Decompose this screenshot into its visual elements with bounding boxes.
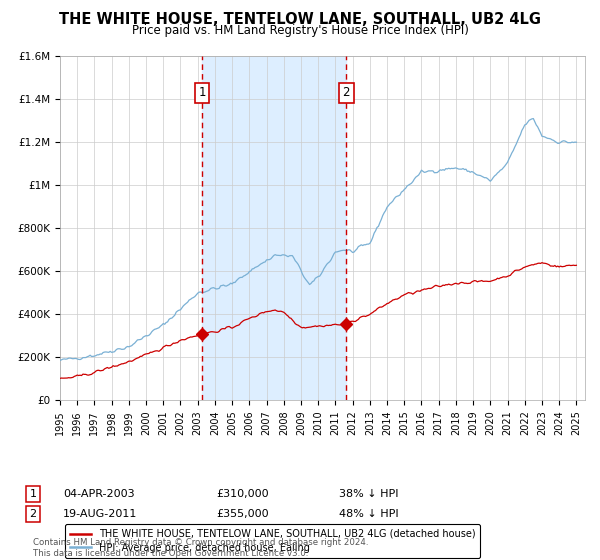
Text: THE WHITE HOUSE, TENTELOW LANE, SOUTHALL, UB2 4LG: THE WHITE HOUSE, TENTELOW LANE, SOUTHALL…	[59, 12, 541, 27]
Legend: THE WHITE HOUSE, TENTELOW LANE, SOUTHALL, UB2 4LG (detached house), HPI: Average: THE WHITE HOUSE, TENTELOW LANE, SOUTHALL…	[65, 524, 481, 558]
Text: Contains HM Land Registry data © Crown copyright and database right 2024.
This d: Contains HM Land Registry data © Crown c…	[33, 538, 368, 558]
Text: 38% ↓ HPI: 38% ↓ HPI	[339, 489, 398, 499]
Text: £355,000: £355,000	[216, 509, 269, 519]
Text: 2: 2	[29, 509, 37, 519]
Text: 2: 2	[343, 86, 350, 99]
Text: £310,000: £310,000	[216, 489, 269, 499]
Text: Price paid vs. HM Land Registry's House Price Index (HPI): Price paid vs. HM Land Registry's House …	[131, 24, 469, 37]
Bar	[202, 56, 346, 400]
Text: 48% ↓ HPI: 48% ↓ HPI	[339, 509, 398, 519]
Text: 19-AUG-2011: 19-AUG-2011	[63, 509, 137, 519]
Text: 1: 1	[29, 489, 37, 499]
Text: 1: 1	[198, 86, 206, 99]
Text: 04-APR-2003: 04-APR-2003	[63, 489, 134, 499]
